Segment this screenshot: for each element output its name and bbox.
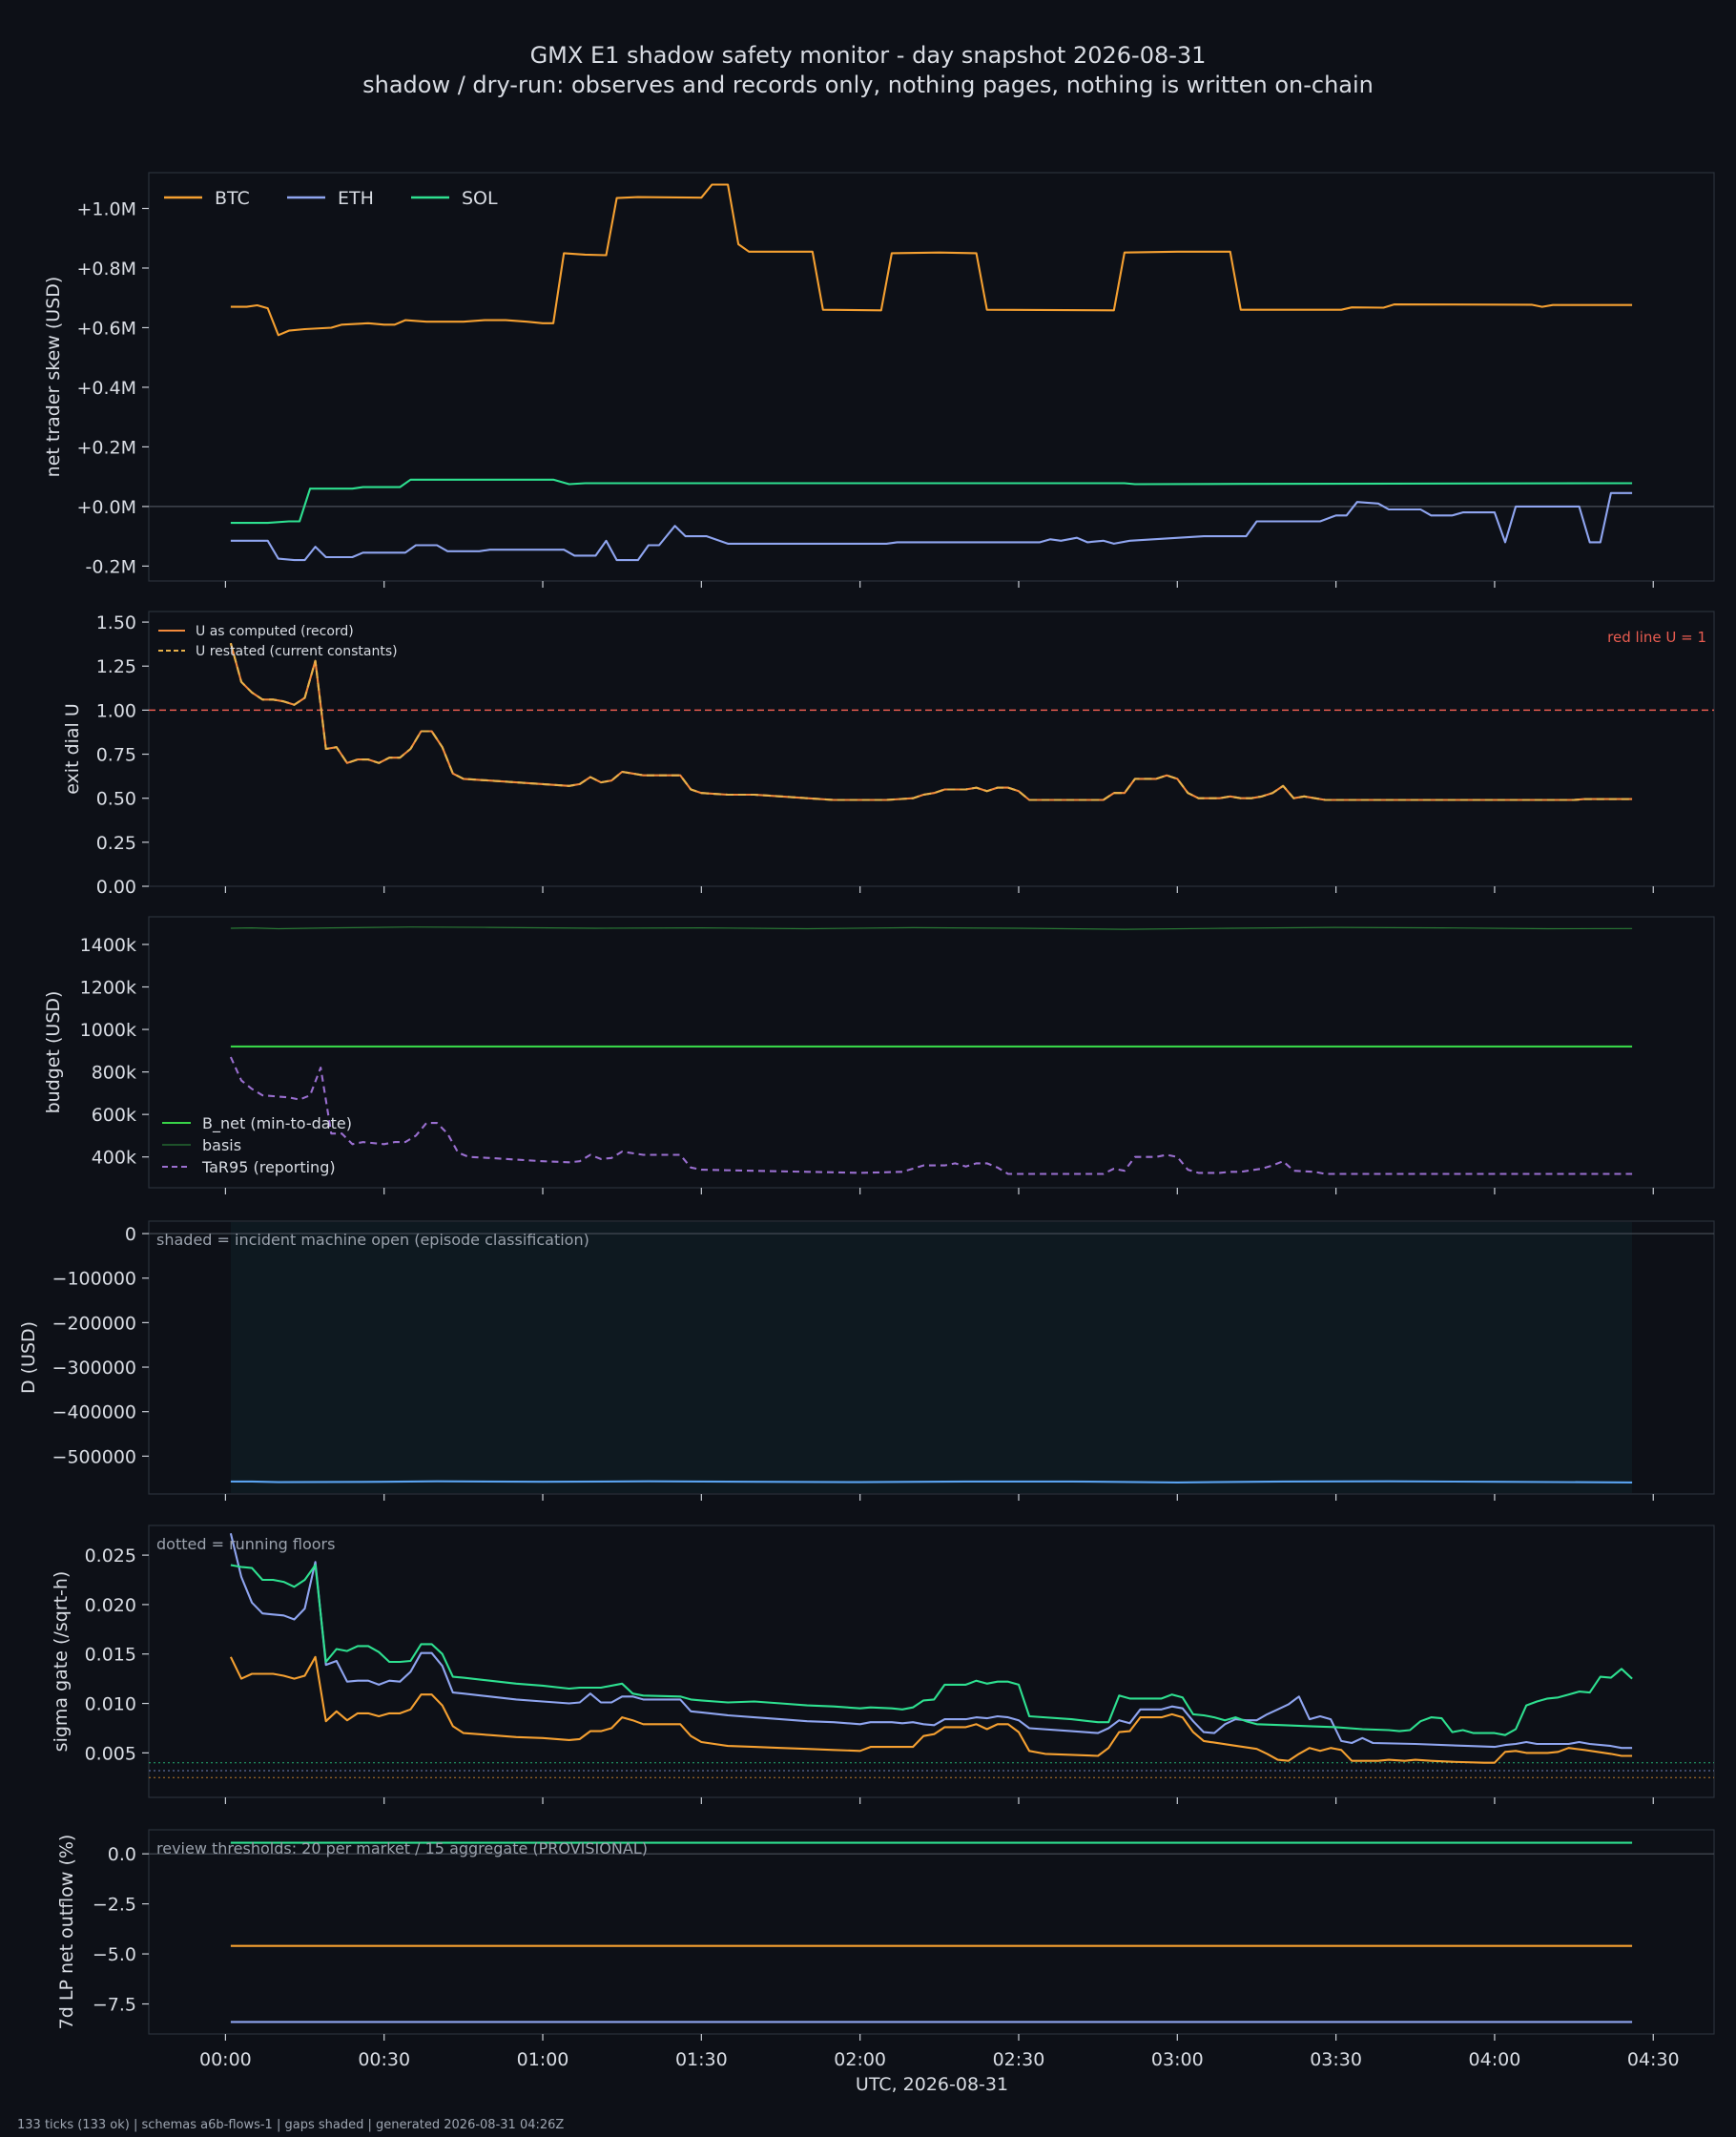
series-line-btc — [229, 1655, 1633, 1764]
y-tick-label: 1.25 — [96, 656, 136, 677]
panel-3: 400k 600k 800k 1000k 1200k 1400k budget (USD) B… — [43, 916, 1715, 1194]
y-axis-title: exit dial U — [62, 703, 83, 795]
legend-label: U as computed (record) — [196, 624, 354, 639]
panel-6: −7.5 −5.0 −2.5 0.0 7d LP net outflow (%) 00:0… — [56, 1829, 1715, 2070]
y-tick-label: 1.50 — [96, 612, 136, 633]
x-axis-title: UTC, 2026-08-31 — [856, 2074, 1008, 2095]
y-tick-label: 1000k — [80, 1020, 136, 1041]
legend-label: SOL — [462, 188, 498, 209]
legend-label: BTC — [215, 188, 250, 209]
x-tick-label: 02:00 — [834, 2049, 886, 2070]
x-tick-label: 02:30 — [993, 2049, 1045, 2070]
x-tick-label: 01:30 — [675, 2049, 728, 2070]
series-line-d — [230, 1480, 1633, 1483]
plot-area — [148, 172, 1715, 582]
panel-5: 0.005 0.010 0.015 0.020 0.025 sigma gate (/sq… — [51, 1525, 1715, 1804]
y-axis-title: D (USD) — [18, 1321, 39, 1394]
y-tick-label: −2.5 — [93, 1895, 136, 1916]
y-tick-label: 0.00 — [96, 877, 136, 898]
y-tick-label: 400k — [92, 1148, 136, 1169]
plot-area — [148, 1829, 1715, 2035]
figure-subtitle: shadow / dry-run: observes and records o… — [362, 72, 1374, 98]
y-axis-title: budget (USD) — [43, 991, 64, 1114]
y-tick-label: +0.0M — [76, 497, 136, 518]
y-tick-label: −400000 — [52, 1402, 136, 1423]
y-axis-title: 7d LP net outflow (%) — [56, 1835, 77, 2030]
y-tick-label: +0.6M — [76, 318, 136, 339]
legend-label: B_net (min-to-date) — [202, 1114, 352, 1133]
y-tick-label: −100000 — [52, 1269, 136, 1290]
x-tick-label: 00:30 — [358, 2049, 410, 2070]
y-tick-label: 0.005 — [85, 1743, 136, 1764]
panel-annotation: review thresholds: 20 per market / 15 ag… — [156, 1839, 648, 1857]
y-tick-label: 800k — [92, 1063, 136, 1084]
panels: -0.2M +0.0M +0.2M +0.4M +0.6M +0.8M +1.0M net t… — [18, 172, 1715, 2070]
panel-4: −500000 −400000 −300000 −200000 −100000 0 D (U… — [18, 1220, 1715, 1501]
y-tick-label: 0 — [125, 1224, 136, 1245]
series-line-sol — [230, 1564, 1633, 1736]
y-tick-label: 0.020 — [85, 1595, 136, 1616]
x-tick-label: 00:00 — [199, 2049, 252, 2070]
y-tick-label: 1400k — [80, 935, 136, 956]
series-line-eth — [229, 1533, 1633, 1750]
y-axis-title: net trader skew (USD) — [43, 277, 64, 478]
panel-annotation: dotted = running floors — [156, 1535, 335, 1553]
series-line-eth — [230, 491, 1633, 562]
y-tick-label: −500000 — [52, 1446, 136, 1467]
y-tick-label: 0.75 — [96, 745, 136, 766]
x-tick-label: 03:00 — [1151, 2049, 1204, 2070]
y-tick-label: 1.00 — [96, 700, 136, 721]
y-tick-label: 0.015 — [85, 1645, 136, 1666]
y-tick-label: +1.0M — [76, 198, 136, 219]
y-tick-label: −5.0 — [93, 1944, 136, 1965]
figure-title: GMX E1 shadow safety monitor - day snaps… — [530, 42, 1207, 69]
y-tick-label: +0.4M — [76, 378, 136, 399]
x-tick-label: 03:30 — [1310, 2049, 1362, 2070]
series-line-basis — [230, 926, 1633, 930]
y-tick-label: -0.2M — [86, 556, 136, 577]
y-tick-label: −7.5 — [93, 1995, 136, 2016]
x-tick-label: 04:30 — [1627, 2049, 1680, 2070]
shaded-incident-region — [230, 1222, 1633, 1493]
y-tick-label: 0.025 — [85, 1546, 136, 1566]
y-tick-label: −200000 — [52, 1313, 136, 1334]
y-tick-label: −300000 — [52, 1358, 136, 1379]
series-line-tar95-reporting- — [229, 1056, 1633, 1175]
threshold-label: red line U = 1 — [1607, 629, 1706, 646]
x-tick-label: 04:00 — [1469, 2049, 1521, 2070]
y-tick-label: 0.010 — [85, 1694, 136, 1715]
y-tick-label: 0.50 — [96, 789, 136, 810]
legend-label: basis — [202, 1136, 241, 1154]
y-tick-label: +0.2M — [76, 437, 136, 458]
legend-label: U restated (current constants) — [196, 644, 398, 659]
footer-text: 133 ticks (133 ok) | schemas a6b-flows-1… — [17, 2118, 564, 2132]
panel-1: -0.2M +0.0M +0.2M +0.4M +0.6M +0.8M +1.0M net t… — [43, 172, 1715, 588]
y-tick-label: +0.8M — [76, 259, 136, 280]
series-line-u-restated-current-constants- — [229, 642, 1633, 801]
panel-annotation: shaded = incident machine open (episode … — [156, 1231, 589, 1249]
y-tick-label: 600k — [92, 1105, 136, 1126]
y-tick-label: 1200k — [80, 978, 136, 999]
legend-label: TaR95 (reporting) — [201, 1158, 336, 1176]
y-tick-label: 0.0 — [108, 1844, 136, 1865]
y-tick-label: 0.25 — [96, 833, 136, 854]
y-axis-title: sigma gate (/sqrt-h) — [51, 1571, 72, 1753]
series-line-sol — [230, 478, 1633, 525]
plot-area — [148, 1525, 1715, 1798]
x-tick-label: 01:00 — [517, 2049, 569, 2070]
plot-area — [148, 916, 1715, 1189]
panel-2: red line U = 1 0.00 0.25 0.50 0.75 1.00 1.25 1.… — [62, 611, 1715, 898]
legend-label: ETH — [338, 188, 374, 209]
series-line-btc — [230, 183, 1633, 337]
